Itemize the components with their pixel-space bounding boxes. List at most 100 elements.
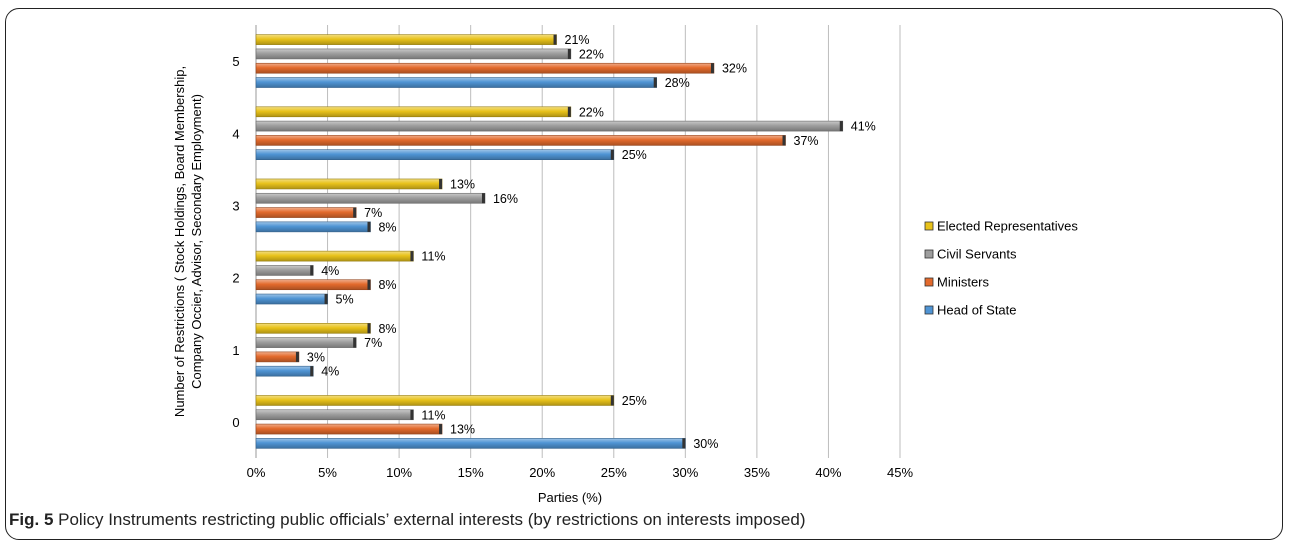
bar xyxy=(255,77,658,88)
bar-end-cap xyxy=(367,323,371,334)
x-tick-label: 25% xyxy=(601,465,627,480)
x-tick-label: 0% xyxy=(247,465,266,480)
x-tick-label: 30% xyxy=(672,465,698,480)
legend-entry: Elected Representatives xyxy=(937,219,1078,234)
legend-swatch xyxy=(924,221,934,231)
bar xyxy=(255,135,786,146)
bar xyxy=(255,351,300,363)
bar-end-cap xyxy=(439,424,443,435)
y-tick-label: 5 xyxy=(232,54,239,69)
bar-end-cap xyxy=(353,337,357,348)
bar xyxy=(255,423,443,435)
data-label: 30% xyxy=(693,437,718,451)
bar-end-cap xyxy=(367,279,371,290)
bar-end-cap xyxy=(710,63,714,74)
bar-end-cap xyxy=(782,135,786,146)
figure-caption: Fig. 5 Policy Instruments restricting pu… xyxy=(9,510,806,530)
data-label: 16% xyxy=(493,192,518,206)
bar xyxy=(255,365,314,377)
bar xyxy=(255,106,572,118)
bar xyxy=(255,250,414,262)
caption-prefix: Fig. 5 xyxy=(9,510,54,529)
legend-swatch xyxy=(924,249,934,259)
y-tick-label: 4 xyxy=(232,126,239,141)
bar xyxy=(255,120,844,132)
data-label: 3% xyxy=(307,350,325,364)
bar-end-cap xyxy=(610,149,614,160)
bar xyxy=(255,48,572,60)
data-label: 41% xyxy=(851,120,876,134)
bar xyxy=(255,279,371,291)
data-label: 28% xyxy=(665,76,690,90)
bar-end-cap xyxy=(553,34,557,45)
bar-end-cap xyxy=(610,395,614,406)
y-axis-label-line: Number of Restrictions ( Stock Holdings,… xyxy=(172,66,187,417)
bar xyxy=(255,149,615,160)
bar-end-cap xyxy=(567,106,571,117)
data-label: 25% xyxy=(622,394,647,408)
bar-end-cap xyxy=(567,48,571,59)
legend-entry: Head of State xyxy=(937,303,1017,318)
bar xyxy=(255,293,328,305)
legend-entry: Civil Servants xyxy=(937,247,1017,262)
x-tick-label: 45% xyxy=(887,465,913,480)
bar xyxy=(255,395,615,406)
data-label: 13% xyxy=(450,423,475,437)
bar-end-cap xyxy=(410,409,414,420)
bar-end-cap xyxy=(310,265,314,276)
bar xyxy=(255,62,715,74)
data-label: 22% xyxy=(579,47,604,61)
data-label: 8% xyxy=(378,220,396,234)
y-tick-label: 1 xyxy=(232,343,239,358)
x-tick-label: 5% xyxy=(318,465,337,480)
bar xyxy=(255,207,357,218)
bar xyxy=(255,192,486,204)
bar-end-cap xyxy=(367,221,371,232)
data-label: 7% xyxy=(364,336,382,350)
bar xyxy=(255,265,314,276)
y-tick-label: 2 xyxy=(232,271,239,286)
bar xyxy=(255,221,371,233)
bar-end-cap xyxy=(324,294,328,305)
y-tick-label: 0 xyxy=(232,415,239,430)
x-tick-label: 10% xyxy=(386,465,412,480)
data-label: 11% xyxy=(421,250,445,264)
data-label: 25% xyxy=(622,148,647,162)
data-label: 7% xyxy=(364,206,382,220)
bar xyxy=(255,322,371,334)
bar xyxy=(255,178,443,190)
bar-end-cap xyxy=(439,178,443,189)
bar-end-cap xyxy=(353,207,357,218)
bar xyxy=(255,409,414,421)
legend-entry: Ministers xyxy=(937,275,990,290)
caption-text: Policy Instruments restricting public of… xyxy=(58,510,806,529)
data-label: 37% xyxy=(794,134,819,148)
data-label: 22% xyxy=(579,105,604,119)
x-tick-label: 35% xyxy=(744,465,770,480)
legend-swatch xyxy=(924,305,934,315)
bar xyxy=(255,337,357,348)
x-tick-label: 15% xyxy=(458,465,484,480)
data-label: 8% xyxy=(378,322,396,336)
x-tick-label: 20% xyxy=(529,465,555,480)
bar-end-cap xyxy=(653,77,657,88)
data-label: 4% xyxy=(321,365,339,379)
bar-end-cap xyxy=(481,193,485,204)
x-axis-label: Parties (%) xyxy=(538,490,602,505)
bar-end-cap xyxy=(839,121,843,132)
legend-swatch xyxy=(924,277,934,287)
bar xyxy=(255,438,686,449)
data-label: 5% xyxy=(336,293,354,307)
figure-frame xyxy=(5,8,1283,540)
bar-end-cap xyxy=(410,251,414,262)
bar-end-cap xyxy=(310,366,314,377)
data-label: 8% xyxy=(378,278,396,292)
data-label: 21% xyxy=(565,33,590,47)
x-tick-label: 40% xyxy=(815,465,841,480)
data-label: 32% xyxy=(722,62,747,76)
y-axis-label-line: Company Occier, Advisor, Secondary Emplo… xyxy=(189,94,204,389)
y-tick-label: 3 xyxy=(232,198,239,213)
bar-end-cap xyxy=(682,438,686,449)
data-label: 4% xyxy=(321,264,339,278)
